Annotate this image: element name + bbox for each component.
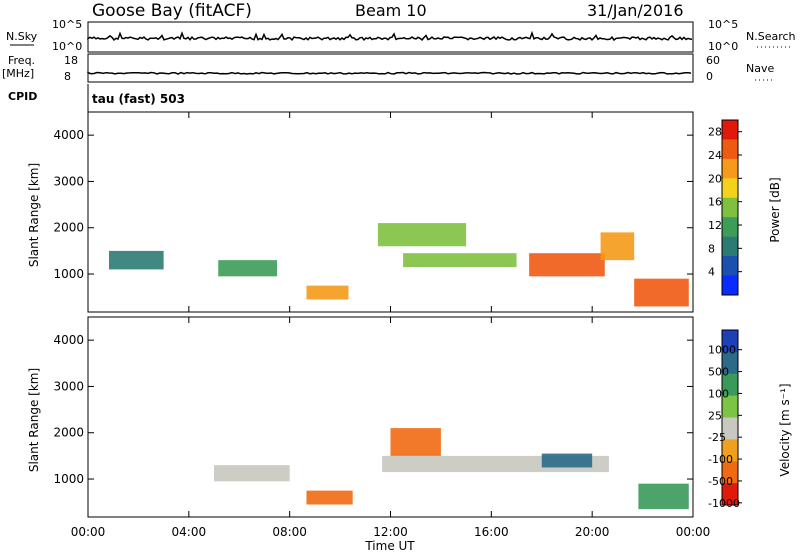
heatmap-cell — [377, 223, 467, 247]
velocity-panel: Slant Range [km] 1000 2000 3000 4000 1000 50… — [27, 316, 792, 518]
heatmap-cell — [634, 278, 689, 307]
nsky-left-tick-top: 10^5 — [52, 18, 82, 31]
y-tick-label: 3000 — [53, 379, 84, 393]
nave-tick-bottom: 0 — [706, 70, 713, 83]
colorbar-swatch — [722, 158, 738, 179]
heatmap-cell — [306, 285, 349, 300]
y-tick-label: 4000 — [53, 128, 84, 142]
cpid-value: tau (fast) 503 — [92, 92, 185, 106]
nsearch-label: N.Search — [746, 30, 796, 43]
beam-title: Beam 10 — [355, 1, 427, 20]
colorbar-swatch — [722, 330, 738, 353]
nsky-right-tick-bottom: 10^0 — [708, 40, 738, 53]
velocity-heatmap — [214, 428, 689, 510]
colorbar-swatch — [722, 275, 738, 296]
heatmap-cell — [541, 453, 593, 468]
colorbar-swatch — [722, 139, 738, 160]
colorbar-swatch — [722, 120, 738, 140]
x-tick-label: 04:00 — [172, 525, 207, 539]
station-title: Goose Bay (fitACF) — [92, 1, 252, 21]
colorbar-tick-label: 100 — [708, 387, 729, 400]
colorbar-swatch — [722, 461, 738, 484]
date-title: 31/Jan/2016 — [587, 1, 684, 20]
power-panel: Slant Range [km] 1000 2000 3000 4000 4 8 12 16… — [27, 111, 782, 313]
heatmap-cell — [390, 428, 441, 456]
heatmap-cell — [600, 232, 635, 261]
heatmap-cell — [214, 465, 290, 482]
power-heatmap — [109, 223, 689, 307]
freq-tick-top: 18 — [64, 54, 78, 67]
colorbar-swatch — [722, 351, 738, 375]
colorbar-swatch — [722, 236, 738, 257]
nsky-panel: N.Sky 10^5 10^0 10^5 10^0 N.Search — [6, 18, 796, 53]
colorbar-swatch — [722, 197, 738, 218]
nave-tick-top: 60 — [706, 54, 720, 67]
cpid-label: CPID — [8, 90, 37, 103]
x-tick-label: 00:00 — [676, 525, 711, 539]
colorbar-tick-label: -1000 — [708, 497, 740, 510]
colorbar-tick-label: -500 — [708, 475, 733, 488]
colorbar-tick-label: 25 — [708, 409, 722, 422]
heatmap-cell — [306, 490, 353, 505]
x-tick-label: 08:00 — [272, 525, 307, 539]
y-tick-label: 4000 — [53, 333, 84, 347]
nsky-left-tick-bottom: 10^0 — [52, 40, 82, 53]
y-tick-label: 2000 — [53, 426, 84, 440]
x-tick-label: 16:00 — [474, 525, 509, 539]
power-colorbar: 4 8 12 16 20 24 28 — [708, 119, 742, 296]
colorbar-tick-label: 8 — [708, 242, 715, 255]
colorbar-tick-label: 20 — [708, 172, 722, 185]
y-tick-label: 1000 — [53, 472, 84, 486]
velocity-colorbar-label: Velocity [m s⁻¹] — [778, 383, 792, 476]
colorbar-frame — [721, 329, 739, 506]
freq-panel: Freq. [MHz] 18 8 60 0 Nave — [2, 53, 774, 83]
colorbar-swatch — [722, 483, 738, 506]
colorbar-frame — [721, 119, 739, 296]
y-tick-label: 2000 — [53, 221, 84, 235]
freq-unit: [MHz] — [2, 67, 34, 80]
velocity-colorbar: 1000 500 100 25 -25 -100 -500 -1000 — [708, 329, 742, 510]
colorbar-tick-label: 1000 — [708, 344, 736, 357]
x-tick-label: 20:00 — [575, 525, 610, 539]
colorbar-swatch — [722, 373, 738, 397]
nave-label: Nave — [746, 62, 774, 75]
colorbar-tick-label: 4 — [708, 266, 715, 279]
colorbar-swatch — [722, 395, 738, 418]
y-tick-label: 1000 — [53, 267, 84, 281]
freq-trace — [87, 71, 692, 75]
colorbar-swatch — [722, 439, 738, 462]
colorbar-tick-label: -100 — [708, 453, 733, 466]
heatmap-cell — [109, 250, 164, 270]
x-axis-label: Time UT — [364, 539, 415, 553]
y-tick-label: 3000 — [53, 174, 84, 188]
nsky-trace — [87, 30, 693, 42]
colorbar-swatch — [722, 256, 738, 277]
heatmap-cell — [218, 260, 278, 277]
cpid-row: CPID tau (fast) 503 — [8, 84, 185, 112]
heatmap-cell — [529, 253, 605, 277]
heatmap-cell — [638, 483, 689, 510]
x-axis: 00:00 04:00 08:00 12:00 16:00 20:00 00:00 — [71, 112, 711, 539]
colorbar-tick-label: 500 — [708, 366, 729, 379]
x-tick-label: 00:00 — [71, 525, 106, 539]
colorbar-tick-label: 24 — [708, 149, 722, 162]
power-ylabel: Slant Range [km] — [27, 163, 41, 267]
nsky-right-tick-top: 10^5 — [708, 18, 738, 31]
colorbar-tick-label: 28 — [708, 126, 722, 139]
nsky-label: N.Sky — [6, 30, 38, 43]
velocity-ylabel: Slant Range [km] — [27, 368, 41, 472]
colorbar-tick-label: -25 — [708, 431, 726, 444]
colorbar-swatch — [722, 217, 738, 238]
heatmap-cell — [403, 253, 517, 268]
x-tick-label: 12:00 — [373, 525, 408, 539]
colorbar-tick-label: 16 — [708, 196, 722, 209]
colorbar-swatch — [722, 178, 738, 199]
colorbar-swatch — [722, 417, 738, 440]
freq-label: Freq. — [8, 54, 35, 67]
power-colorbar-label: Power [dB] — [768, 177, 782, 242]
freq-tick-bottom: 8 — [64, 70, 71, 83]
colorbar-tick-label: 12 — [708, 219, 722, 232]
